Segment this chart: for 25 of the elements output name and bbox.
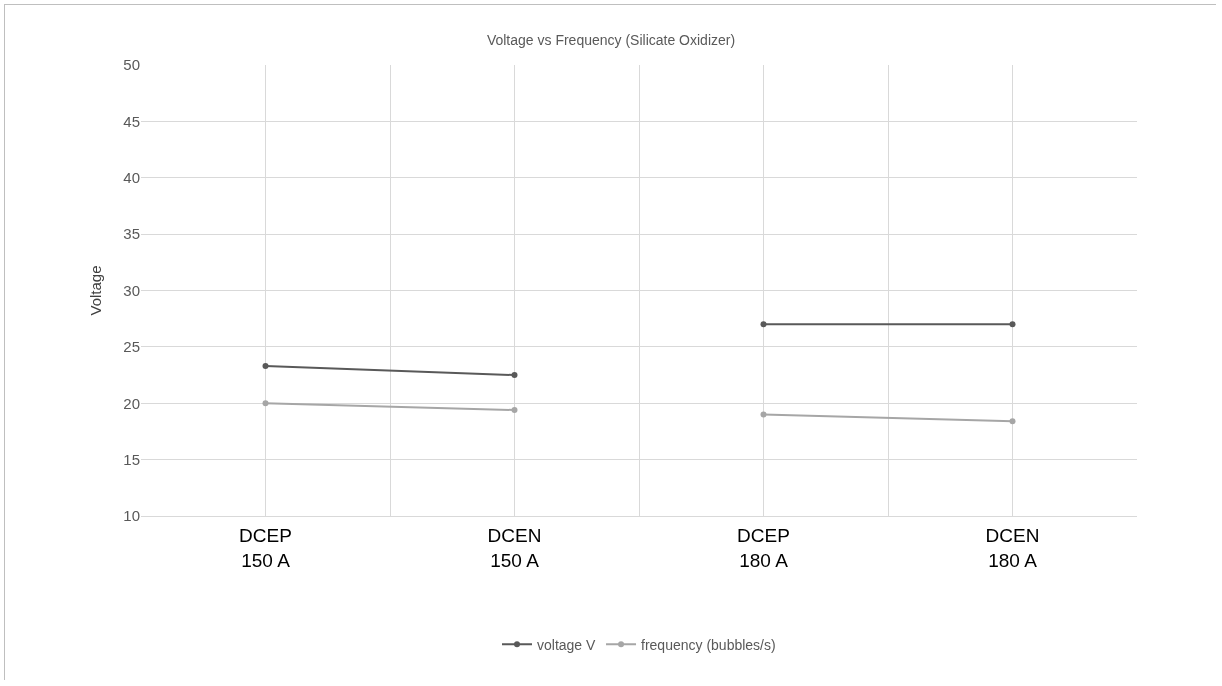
point — [511, 372, 518, 379]
point — [262, 363, 269, 370]
x-tick-label: DCEN 150 A — [487, 524, 542, 571]
x-tick-label: DCEN 180 A — [985, 524, 1040, 571]
point — [511, 407, 518, 414]
y-tick-label: 10 — [123, 507, 140, 525]
point — [1009, 418, 1016, 425]
y-tick-label: 15 — [123, 450, 140, 468]
y-tick-label: 45 — [123, 112, 140, 130]
point — [760, 321, 767, 328]
legend-label: frequency (bubbles/s) — [641, 636, 776, 653]
y-tick-label: 25 — [123, 338, 140, 356]
point — [760, 411, 767, 418]
y-tick-label: 50 — [123, 56, 140, 74]
y-tick-label: 40 — [123, 169, 140, 186]
y-tick-label: 35 — [123, 225, 140, 243]
point — [262, 400, 269, 407]
x-tick-label: DCEP 180 A — [737, 524, 790, 571]
y-axis-title: Voltage — [87, 265, 104, 316]
y-tick-label: 30 — [123, 281, 140, 299]
point — [1009, 321, 1016, 328]
x-tick-label: DCEP 150 A — [239, 524, 292, 571]
chart-title: Voltage vs Frequency (Silicate Oxidizer) — [486, 32, 736, 49]
legend-label: voltage V — [537, 636, 597, 653]
y-tick-label: 20 — [123, 394, 140, 412]
